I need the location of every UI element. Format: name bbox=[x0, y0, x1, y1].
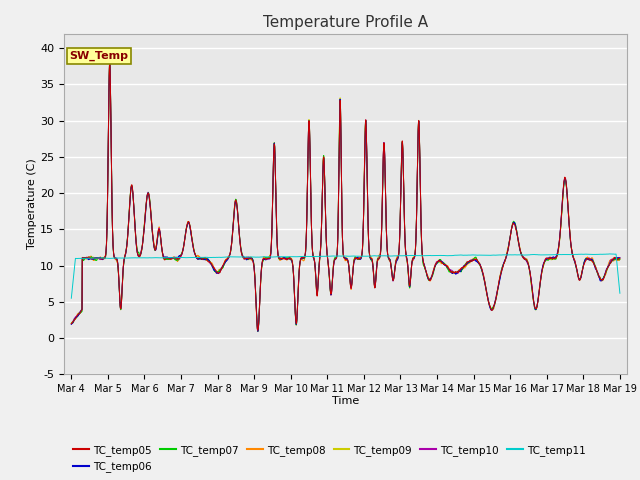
Text: SW_Temp: SW_Temp bbox=[70, 51, 129, 61]
Y-axis label: Temperature (C): Temperature (C) bbox=[28, 158, 37, 250]
Title: Temperature Profile A: Temperature Profile A bbox=[263, 15, 428, 30]
X-axis label: Time: Time bbox=[332, 396, 359, 406]
Legend: TC_temp05, TC_temp06, TC_temp07, TC_temp08, TC_temp09, TC_temp10, TC_temp11: TC_temp05, TC_temp06, TC_temp07, TC_temp… bbox=[69, 441, 590, 476]
